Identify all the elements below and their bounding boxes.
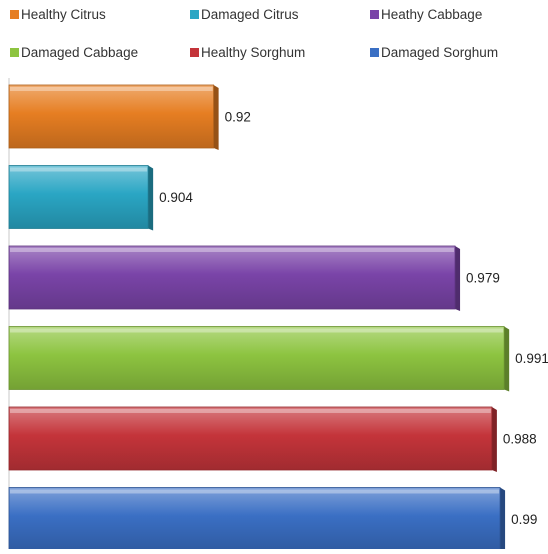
bar-highlight [10,489,500,494]
bar-highlight [10,167,148,172]
legend-label: Damaged Citrus [201,7,299,22]
bar-side [491,407,497,472]
legend-label: Healthy Sorghum [201,45,305,60]
bars: 0.92 0.904 0.979 0.991 0.988 0.99 [8,84,548,553]
bar-group [8,165,154,231]
bar-group [8,326,510,392]
data-label: 0.979 [466,271,500,286]
bar-highlight [10,328,504,333]
bar-group [8,406,497,472]
data-label: 0.991 [515,351,548,366]
legend-label: Healthy Citrus [21,7,106,22]
legend-swatch [370,48,379,57]
legend-label: Damaged Cabbage [21,45,138,60]
bar-side [455,246,461,311]
bar [8,406,493,471]
bar-group [8,245,461,311]
legend-swatch [10,10,19,19]
bar-side [504,326,510,392]
legend-swatch [190,48,199,57]
bar-side [500,487,506,553]
bar [8,84,215,149]
bar-highlight [10,87,213,91]
bar-side [213,85,219,150]
bar-group [8,84,219,150]
data-label: 0.904 [159,190,193,205]
legend-swatch [10,48,19,57]
bar-group [8,487,506,553]
data-label: 0.99 [511,512,537,527]
bar-highlight [10,248,455,252]
bar [8,245,456,310]
legend-label: Damaged Sorghum [381,45,498,60]
bar [8,165,149,229]
data-label: 0.92 [225,110,251,125]
data-label: 0.988 [503,432,537,447]
bar-side [148,165,154,231]
bar-highlight [10,409,491,413]
legend-label: Heathy Cabbage [381,7,482,22]
legend: Healthy Citrus Damaged Citrus Heathy Cabba… [10,7,498,60]
bar [8,326,505,390]
bar [8,487,501,551]
legend-swatch [370,10,379,19]
legend-swatch [190,10,199,19]
